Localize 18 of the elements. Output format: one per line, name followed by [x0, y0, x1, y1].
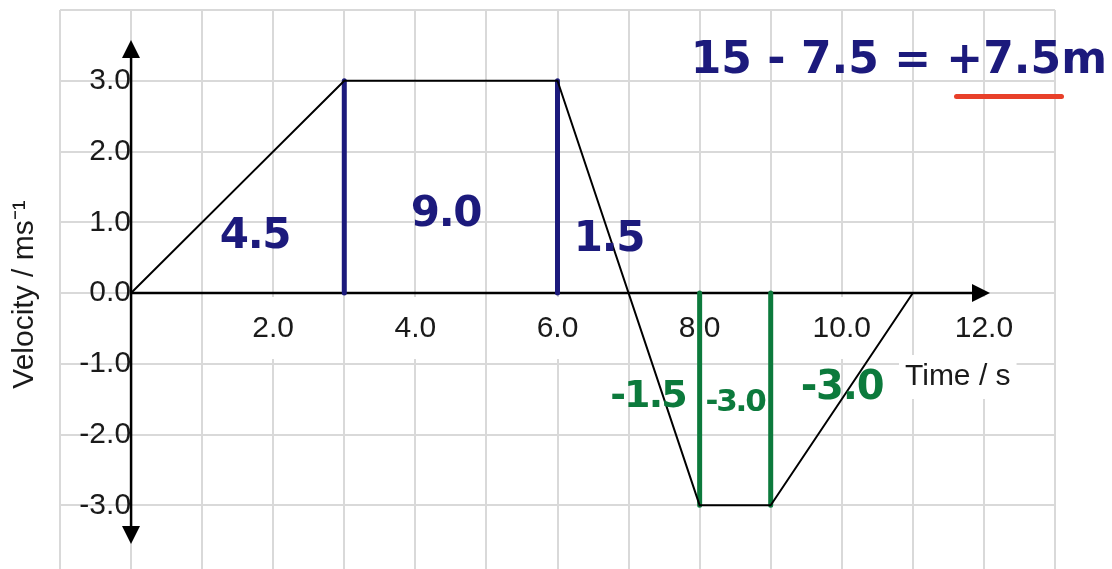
- x-tick-label: 6.0: [536, 310, 579, 344]
- y-axis-title: Velocity / ms⁻¹: [6, 200, 40, 389]
- x-tick-label: 4.0: [394, 310, 437, 344]
- y-tick-label: 3.0: [89, 62, 132, 96]
- annotation: -3.0: [705, 381, 765, 418]
- y-tick-label: -1.0: [79, 345, 132, 379]
- y-tick-label: 1.0: [89, 203, 132, 237]
- annotation: 9.0: [410, 187, 482, 236]
- y-tick-label: 2.0: [89, 132, 132, 166]
- annotation: 15 - 7.5 = +7.5m: [690, 32, 1107, 83]
- y-tick-label: 0.0: [89, 274, 132, 308]
- x-tick-label: 10.0: [812, 310, 871, 344]
- annotation: 4.5: [219, 209, 291, 258]
- x-tick-label: 12.0: [954, 310, 1014, 344]
- y-tick-label: -3.0: [79, 486, 132, 520]
- y-tick-label: -2.0: [79, 415, 132, 449]
- x-tick-label: 2.0: [252, 310, 295, 344]
- x-axis-title: Time / s: [905, 358, 1011, 392]
